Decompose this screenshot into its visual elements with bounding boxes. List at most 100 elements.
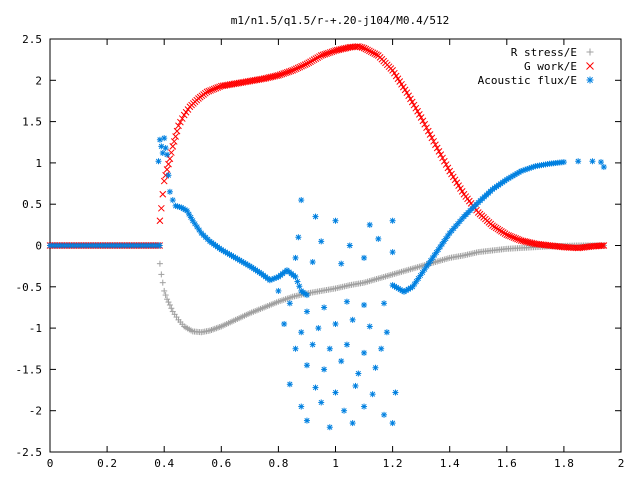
acoustic-flux-point — [312, 384, 319, 391]
r-stress-point — [168, 305, 175, 312]
acoustic-flux-point — [321, 304, 328, 311]
acoustic-flux-point — [303, 362, 310, 369]
acoustic-flux-point — [298, 403, 305, 410]
g-work-point — [289, 67, 297, 74]
x-tick-label: 2 — [618, 457, 625, 470]
g-work-point — [326, 49, 334, 56]
acoustic-flux-point — [355, 370, 362, 377]
acoustic-flux-point — [321, 366, 328, 373]
acoustic-flux-point — [166, 188, 173, 195]
g-work-point — [210, 85, 218, 93]
acoustic-flux-point — [332, 217, 339, 224]
g-work-point — [408, 98, 416, 106]
acoustic-flux-point — [194, 223, 201, 230]
acoustic-flux-point — [421, 266, 428, 273]
x-tick-label: 1.6 — [497, 457, 517, 470]
g-work-point — [405, 92, 413, 100]
acoustic-flux-point — [292, 254, 299, 261]
acoustic-flux-point — [575, 158, 582, 165]
g-work-point — [366, 47, 373, 55]
g-work-point — [285, 68, 293, 75]
g-work-point — [432, 141, 439, 149]
acoustic-flux-point — [296, 283, 303, 290]
g-work-point — [444, 164, 452, 172]
g-work-point — [276, 71, 284, 79]
g-work-point — [305, 59, 313, 67]
g-work-point — [424, 127, 432, 135]
acoustic-flux-point — [155, 158, 162, 165]
legend-label: R stress/E — [511, 46, 577, 59]
g-work-point — [159, 190, 167, 198]
tick-labels: 0 0.2 0.4 0.6 0.8 1 1.2 1.4 1.6 1.8 22.521.510.50-… — [16, 33, 625, 470]
g-work-point — [165, 160, 172, 168]
r-stress-point — [161, 287, 168, 294]
y-tick-label: 2.5 — [22, 33, 42, 46]
g-work-point — [308, 57, 316, 65]
acoustic-flux-point — [375, 235, 382, 242]
acoustic-flux-point — [286, 300, 293, 307]
g-work-point — [600, 242, 608, 249]
acoustic-flux-point — [318, 399, 325, 406]
acoustic-flux-point — [189, 217, 196, 224]
acoustic-flux-point — [560, 159, 567, 166]
chart-title: m1/n1.5/q1.5/r-+.20-j104/M0.4/512 — [231, 14, 450, 27]
acoustic-flux-point — [343, 298, 350, 305]
g-work-point — [437, 151, 445, 158]
legend-marker — [586, 62, 594, 70]
g-work-point — [303, 60, 311, 68]
x-tick-label: 1.4 — [440, 457, 460, 470]
g-work-point — [291, 66, 298, 73]
g-work-point — [430, 137, 437, 145]
r-stress-point — [164, 296, 171, 303]
acoustic-flux-point — [383, 329, 390, 336]
g-work-point — [356, 43, 364, 51]
acoustic-flux-point — [361, 301, 368, 308]
legend-label: G work/E — [524, 60, 577, 73]
acoustic-flux-point — [352, 382, 359, 389]
g-work-point — [175, 122, 182, 130]
acoustic-flux-point — [346, 242, 353, 249]
g-work-point — [426, 131, 434, 138]
g-work-point — [321, 50, 329, 58]
acoustic-flux-point — [162, 145, 169, 152]
g-work-point — [275, 71, 282, 79]
g-work-point — [310, 56, 318, 64]
g-work-point — [296, 63, 304, 71]
acoustic-flux-point — [366, 221, 373, 228]
y-tick-label: 2 — [35, 74, 42, 87]
g-work-point — [503, 231, 511, 239]
g-work-point — [166, 155, 174, 163]
r-stress-point — [159, 279, 166, 286]
g-work-point — [156, 217, 164, 225]
x-tick-label: 0.6 — [211, 457, 231, 470]
g-work-point — [440, 157, 448, 165]
acoustic-flux-point — [286, 381, 293, 388]
acoustic-flux-point — [338, 260, 345, 267]
g-work-point — [362, 45, 370, 53]
acoustic-flux-point — [341, 407, 348, 414]
acoustic-flux-point — [338, 358, 345, 365]
g-work-point — [209, 86, 216, 94]
x-tick-label: 0.8 — [268, 457, 288, 470]
g-work-point — [317, 52, 325, 59]
y-tick-label: -2.5 — [16, 446, 43, 459]
acoustic-flux-point — [318, 238, 325, 245]
acoustic-flux-point — [530, 163, 537, 170]
acoustic-flux-point — [349, 420, 356, 427]
g-work-point — [433, 144, 441, 152]
y-tick-label: 0.5 — [22, 198, 42, 211]
acoustic-flux-point — [389, 217, 396, 224]
g-work-point — [325, 49, 332, 57]
acoustic-flux-point — [303, 417, 310, 424]
g-work-point — [207, 87, 214, 94]
y-tick-label: 1 — [35, 157, 42, 170]
r-stress-point — [156, 260, 163, 267]
acoustic-flux-point — [303, 308, 310, 315]
acoustic-flux-point — [332, 389, 339, 396]
acoustic-flux-point — [361, 254, 368, 261]
acoustic-flux-point — [600, 164, 607, 171]
acoustic-flux-point — [165, 172, 172, 179]
acoustic-flux-point — [598, 159, 605, 166]
acoustic-flux-point — [309, 259, 316, 266]
